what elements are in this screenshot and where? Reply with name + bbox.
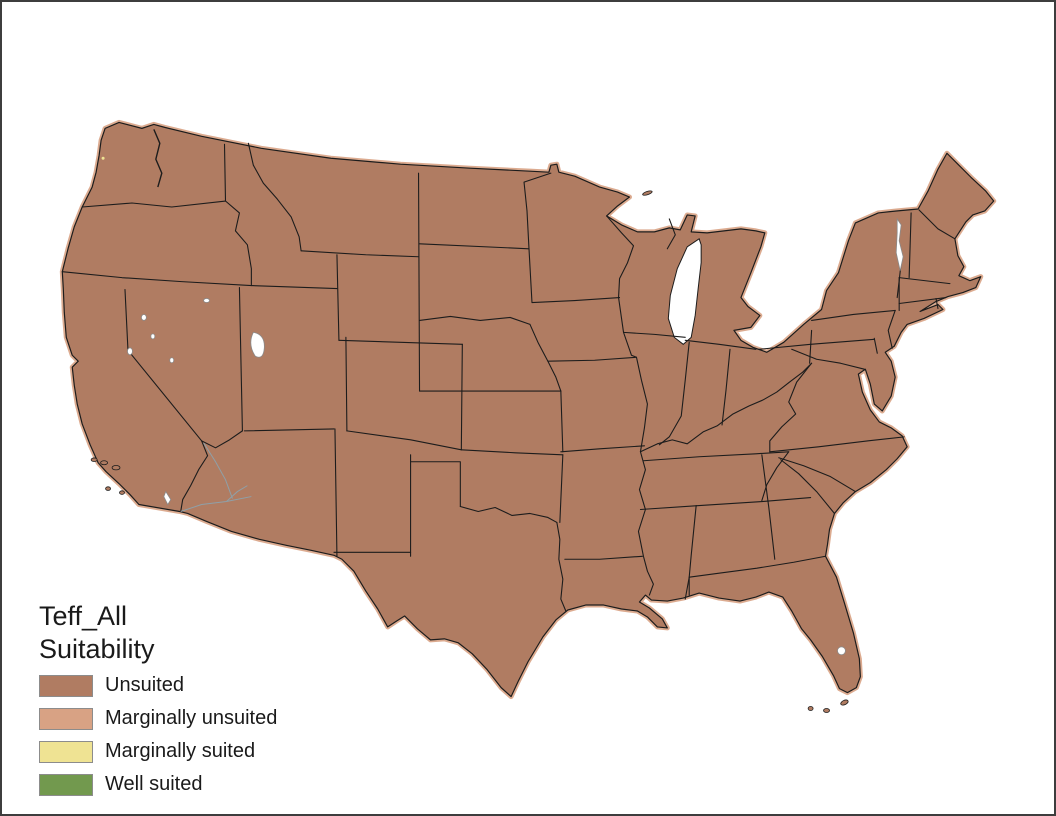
legend-label: Marginally unsuited xyxy=(105,707,278,729)
marginally-suited-speck xyxy=(101,156,105,160)
great-salt-lake xyxy=(250,331,265,358)
rivers xyxy=(180,442,252,512)
gila-river xyxy=(180,496,252,512)
legend-label: Well suited xyxy=(105,773,203,795)
small-lakes xyxy=(127,217,904,656)
islands xyxy=(90,190,849,713)
legend-label: Unsuited xyxy=(105,674,184,696)
puget-sound xyxy=(153,129,163,188)
walker-lake xyxy=(150,333,156,340)
legend-swatch-unsuited xyxy=(39,674,93,697)
us-landmass xyxy=(61,121,995,698)
lake-champlain xyxy=(895,217,904,271)
legend-item: Well suited xyxy=(39,773,277,796)
legend-item: Marginally unsuited xyxy=(39,707,277,730)
lake-okeechobee xyxy=(837,646,846,656)
lake-michigan xyxy=(667,238,702,345)
pyramid-lake xyxy=(141,314,147,321)
legend-subtitle: Suitability xyxy=(39,634,155,664)
legend-swatch-well-suited xyxy=(39,773,93,796)
state-boundaries xyxy=(61,142,956,612)
legend-item: Marginally suited xyxy=(39,740,277,763)
legend-swatch-marginally-unsuited xyxy=(39,707,93,730)
colorado-river xyxy=(203,442,233,499)
legend-swatch-marginally-suited xyxy=(39,740,93,763)
isle-royale xyxy=(642,190,653,196)
channel-islands xyxy=(90,457,98,462)
florida-keys xyxy=(807,706,814,711)
legend-item: Unsuited xyxy=(39,674,277,697)
legend-label: Marginally suited xyxy=(105,740,256,762)
lake-tahoe xyxy=(127,347,133,356)
salton-sea xyxy=(163,490,172,506)
legend-title: Teff_All xyxy=(39,601,128,631)
legend: Teff_All Suitability Unsuited Marginally… xyxy=(39,600,277,806)
